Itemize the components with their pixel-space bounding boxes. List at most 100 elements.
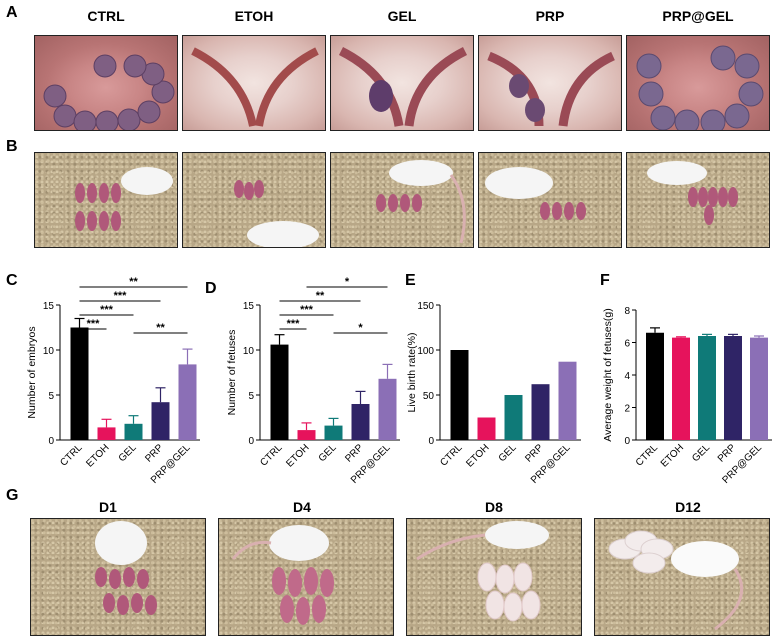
y-tick-label: 6 xyxy=(624,339,630,350)
y-tick-label: 0 xyxy=(428,436,434,447)
growth-photo-d1 xyxy=(30,518,206,636)
uterus-photo-gel xyxy=(330,35,474,131)
bar-prp xyxy=(724,336,742,440)
day-title-d12: D12 xyxy=(675,499,701,515)
x-tick-label: GEL xyxy=(117,442,139,464)
y-axis-label: Live birth rate(%) xyxy=(406,333,418,413)
x-tick-label: ETOH xyxy=(659,442,686,469)
mouse-and-pups-illustration xyxy=(234,180,319,247)
col-title-etoh: ETOH xyxy=(234,8,274,24)
col-title-prp: PRP xyxy=(535,8,565,24)
panel-label-d: D xyxy=(205,280,217,297)
y-tick-label: 0 xyxy=(248,436,254,447)
bar-prp-gel xyxy=(178,364,197,440)
x-tick-label: GEL xyxy=(317,442,339,464)
significance-label: ** xyxy=(156,322,165,334)
bar-prp xyxy=(351,404,370,440)
mouse-and-pups-illustration xyxy=(647,161,738,225)
bar-prp-gel xyxy=(750,337,768,440)
bar-etoh xyxy=(97,427,116,440)
bar-gel xyxy=(504,395,523,440)
panel-label-a: A xyxy=(6,4,18,21)
uterine-horns-illustration xyxy=(338,46,468,127)
x-tick-label: CTRL xyxy=(58,442,85,469)
panel-label-e: E xyxy=(405,272,416,289)
significance-label: *** xyxy=(114,290,128,302)
y-tick-label: 150 xyxy=(417,301,434,312)
y-tick-label: 0 xyxy=(624,436,630,447)
y-axis-label: Average weight of fetuses(g) xyxy=(602,308,614,441)
uterus-photo-prp xyxy=(478,35,622,131)
x-tick-label: CTRL xyxy=(634,442,661,469)
growth-photo-d4 xyxy=(218,518,394,636)
x-tick-label: GEL xyxy=(497,442,519,464)
y-tick-label: 15 xyxy=(243,301,255,312)
col-title-prp-gel: PRP@GEL xyxy=(662,8,734,24)
bar-gel xyxy=(324,425,343,440)
mouse-and-pups-illustration xyxy=(376,160,466,244)
mouse-and-pups-illustration xyxy=(75,167,173,231)
significance-label: *** xyxy=(287,318,301,330)
significance-label: ** xyxy=(129,276,138,288)
day-title-d8: D8 xyxy=(485,499,503,515)
x-tick-label: ETOH xyxy=(84,442,111,469)
litter-photo-prp-gel xyxy=(626,152,770,248)
uterine-horns-illustration xyxy=(487,51,615,127)
col-title-gel: GEL xyxy=(387,8,417,24)
significance-label: * xyxy=(345,276,350,288)
y-tick-label: 2 xyxy=(624,404,630,415)
significance-label: *** xyxy=(300,304,314,316)
bar-prp-gel xyxy=(558,361,577,440)
x-tick-label: PRP xyxy=(716,442,739,465)
day-title-d4: D4 xyxy=(293,499,311,515)
x-tick-label: PRP xyxy=(523,442,546,465)
day-title-d1: D1 xyxy=(99,499,117,515)
uterus-photo-ctrl xyxy=(34,35,178,131)
y-tick-label: 4 xyxy=(624,371,630,382)
y-tick-label: 50 xyxy=(423,391,435,402)
y-tick-label: 8 xyxy=(624,306,630,317)
embryo-sacs-illustration xyxy=(43,54,175,130)
panel-label-g: G xyxy=(6,487,19,504)
x-tick-label: CTRL xyxy=(438,442,465,469)
col-title-ctrl: CTRL xyxy=(87,8,125,24)
bar-etoh xyxy=(297,430,316,440)
panel-label-b: B xyxy=(6,138,18,155)
x-tick-label: PRP xyxy=(143,442,166,465)
x-tick-label: PRP xyxy=(343,442,366,465)
y-tick-label: 100 xyxy=(417,346,434,357)
y-tick-label: 10 xyxy=(43,346,55,357)
panel-label-f: F xyxy=(600,272,610,289)
growth-photo-d8 xyxy=(406,518,582,636)
growth-photo-d12 xyxy=(594,518,770,636)
uterus-photo-prp-gel xyxy=(626,35,770,131)
chart-live-birth-rate: 0 50 100 150 Live birth rate(%) CTRL ETOH GEL PR… xyxy=(406,301,581,486)
litter-photo-etoh xyxy=(182,152,326,248)
y-axis-label: Number of fetuses xyxy=(226,330,238,416)
y-tick-label: 5 xyxy=(48,391,54,402)
mouse-and-pups-illustration xyxy=(231,525,334,625)
bar-gel xyxy=(698,336,716,440)
x-tick-label: ETOH xyxy=(464,442,491,469)
bar-ctrl xyxy=(270,344,289,440)
x-tick-label: ETOH xyxy=(284,442,311,469)
y-tick-label: 10 xyxy=(243,346,255,357)
bar-ctrl xyxy=(646,332,664,440)
bar-prp-gel xyxy=(378,378,397,440)
bar-ctrl xyxy=(450,350,469,440)
panel-label-c: C xyxy=(6,272,18,289)
y-tick-label: 15 xyxy=(43,301,55,312)
litter-photo-prp xyxy=(478,152,622,248)
y-tick-label: 0 xyxy=(48,436,54,447)
mouse-and-pups-illustration xyxy=(95,521,157,615)
chart-fetus-weight: 0 2 4 6 8 Average weight of fetuses(g) CTRLETO… xyxy=(602,306,772,486)
litter-photo-ctrl xyxy=(34,152,178,248)
uterus-photo-etoh xyxy=(182,35,326,131)
litter-photo-gel xyxy=(330,152,474,248)
bar-etoh xyxy=(672,337,690,440)
mouse-and-pups-illustration xyxy=(485,167,586,220)
bar-etoh xyxy=(477,417,496,440)
significance-label: *** xyxy=(100,304,114,316)
mouse-and-pups-illustration xyxy=(608,530,744,631)
